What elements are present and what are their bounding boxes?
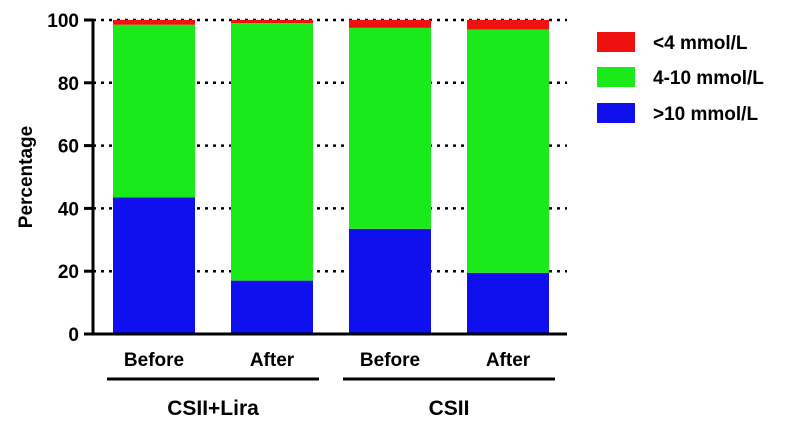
y-tick-label: 100 bbox=[47, 11, 79, 32]
legend-label: >10 mmol/L bbox=[653, 104, 758, 125]
bars bbox=[113, 20, 549, 334]
y-ticks: 0 20 40 60 80 100 bbox=[47, 11, 93, 346]
bar-segment bbox=[231, 280, 313, 334]
x-category-label: After bbox=[486, 350, 531, 371]
x-group-label: CSII+Lira bbox=[167, 397, 259, 420]
bar-segment bbox=[467, 20, 549, 30]
legend-label: <4 mmol/L bbox=[653, 33, 748, 54]
x-group-label: CSII bbox=[429, 397, 470, 420]
bar-segment bbox=[349, 20, 431, 28]
legend-swatch bbox=[597, 32, 635, 52]
x-category-labels: Before After Before After bbox=[124, 350, 531, 371]
bar-segment bbox=[231, 23, 313, 281]
legend-swatch bbox=[597, 67, 635, 87]
bar-segment bbox=[467, 29, 549, 273]
bar-segment bbox=[113, 197, 195, 334]
axes bbox=[91, 20, 567, 336]
x-category-label: Before bbox=[360, 350, 420, 371]
bar-segment bbox=[467, 272, 549, 334]
bar-segment bbox=[349, 27, 431, 229]
bar-segment bbox=[113, 20, 195, 25]
x-group-labels: CSII+Lira CSII bbox=[107, 377, 555, 420]
x-category-label: Before bbox=[124, 350, 184, 371]
y-tick-label: 20 bbox=[58, 262, 79, 283]
legend-label: 4-10 mmol/L bbox=[653, 68, 764, 89]
bar-segment bbox=[113, 24, 195, 198]
y-tick-label: 80 bbox=[58, 74, 79, 95]
y-tick-label: 60 bbox=[58, 137, 79, 158]
legend: <4 mmol/L 4-10 mmol/L >10 mmol/L bbox=[597, 32, 764, 125]
bar-segment bbox=[349, 228, 431, 334]
y-tick-label: 40 bbox=[58, 199, 79, 220]
legend-swatch bbox=[597, 103, 635, 123]
x-category-label: After bbox=[250, 350, 295, 371]
y-axis-title: Percentage bbox=[16, 126, 37, 228]
y-tick-label: 0 bbox=[68, 325, 79, 346]
bar-segment bbox=[231, 20, 313, 24]
